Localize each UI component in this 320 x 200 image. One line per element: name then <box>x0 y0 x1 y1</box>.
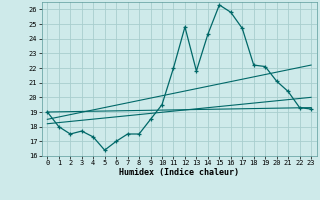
X-axis label: Humidex (Indice chaleur): Humidex (Indice chaleur) <box>119 168 239 177</box>
